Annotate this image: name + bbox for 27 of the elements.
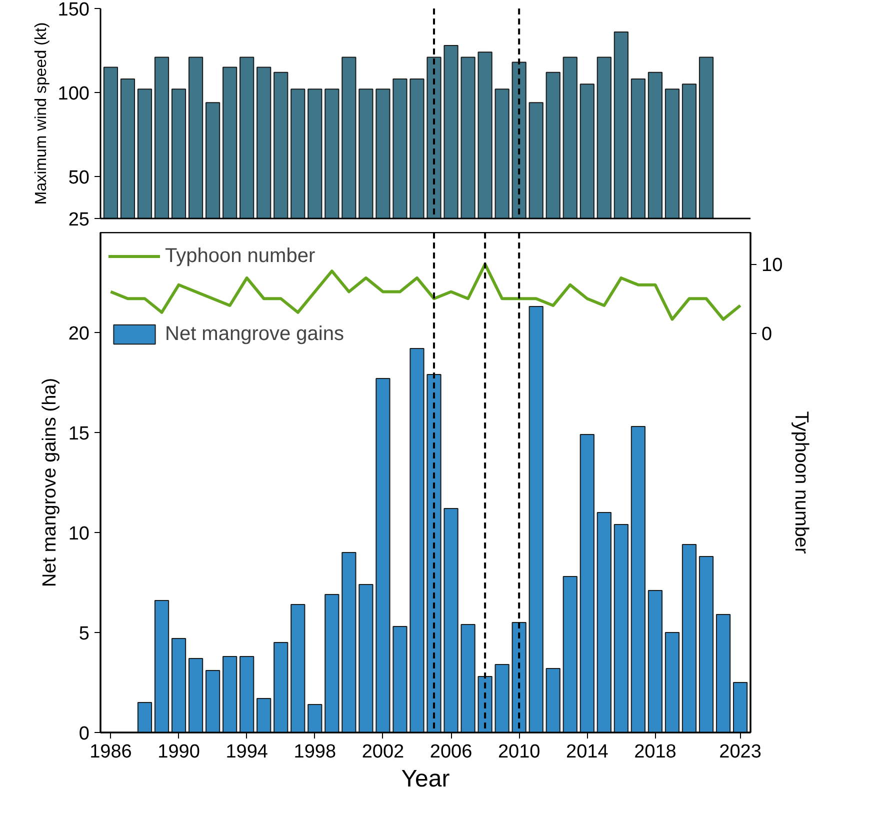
y-tick-label: 150 bbox=[58, 0, 90, 20]
y2-tick-label: 0 bbox=[762, 324, 772, 346]
y-axis-title: Maximum wind speed (kt) bbox=[32, 22, 50, 205]
x-tick-label: 2006 bbox=[430, 742, 472, 762]
x-tick-label: 2002 bbox=[362, 742, 404, 762]
y-tick-label: 20 bbox=[68, 324, 90, 344]
y-tick-label: 0 bbox=[78, 724, 90, 744]
legend-label: Typhoon number bbox=[165, 244, 316, 268]
x-tick-label: 1998 bbox=[294, 742, 336, 762]
x-tick-label: 1990 bbox=[158, 742, 200, 762]
y2-tick-label: 10 bbox=[762, 255, 783, 276]
y-tick-label: 10 bbox=[68, 524, 90, 544]
legend-label: Net mangrove gains bbox=[165, 322, 344, 346]
y-tick-label: 5 bbox=[78, 624, 90, 644]
y-tick-label: 100 bbox=[58, 84, 90, 104]
y2-axis-title: Typhoon number bbox=[790, 411, 812, 554]
x-tick-label: 1994 bbox=[226, 742, 268, 762]
x-tick-label: 2014 bbox=[566, 742, 609, 762]
x-axis-title: Year bbox=[401, 766, 450, 792]
x-tick-label: 2010 bbox=[498, 742, 540, 762]
y-tick-label: 25 bbox=[68, 210, 90, 230]
y-tick-label: 50 bbox=[68, 168, 90, 188]
x-tick-label: 2023 bbox=[719, 742, 762, 762]
y-tick-label: 15 bbox=[68, 424, 90, 444]
y-axis-title: Net mangrove gains (ha) bbox=[39, 378, 60, 588]
x-tick-label: 1986 bbox=[90, 742, 132, 762]
x-tick-label: 2018 bbox=[634, 742, 676, 762]
